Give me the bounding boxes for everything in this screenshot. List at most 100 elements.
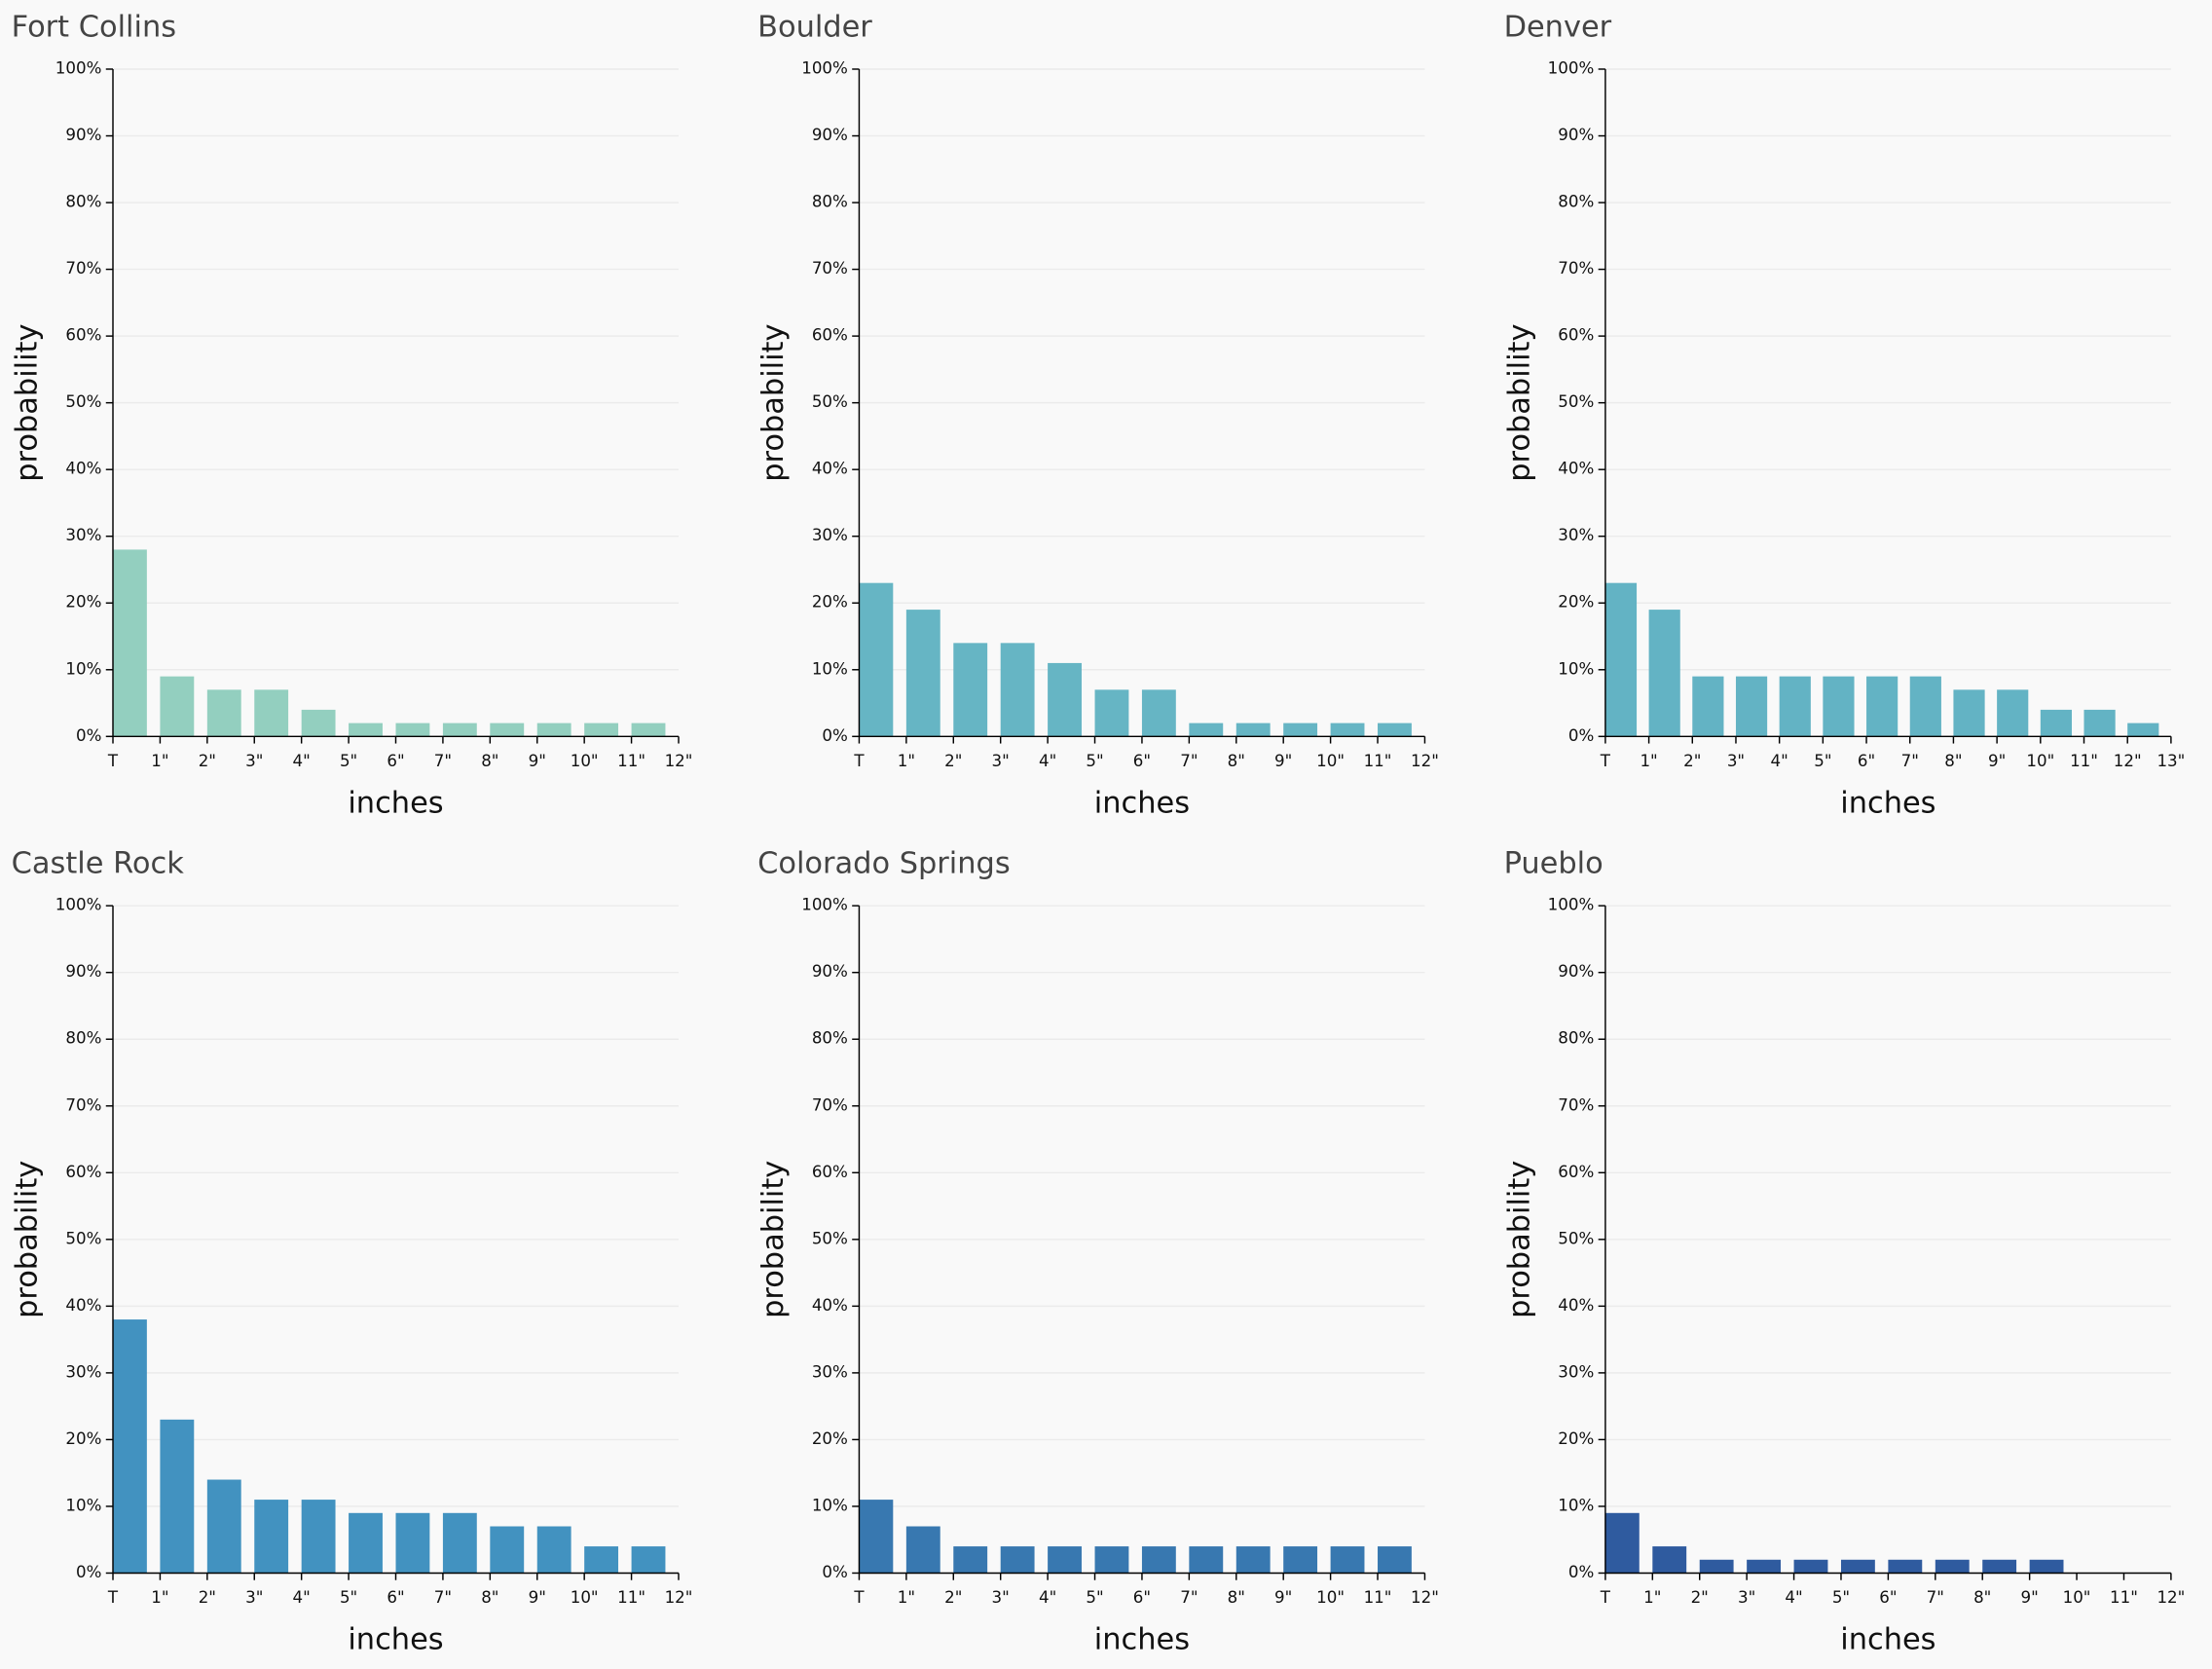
x-tick-label: 10" <box>571 1588 599 1607</box>
x-tick-label: T <box>107 1588 119 1607</box>
bar <box>859 1500 894 1574</box>
y-tick-label: 30% <box>65 1362 101 1381</box>
x-tick-label: 13" <box>2157 752 2185 770</box>
bar <box>1692 676 1724 737</box>
y-tick-label: 50% <box>65 392 101 411</box>
y-tick-label: 20% <box>812 1429 848 1448</box>
x-tick-label: 4" <box>1771 752 1788 770</box>
x-tick-label: 8" <box>481 1588 498 1607</box>
x-tick-label: T <box>1600 1588 1611 1607</box>
bar <box>1378 723 1412 737</box>
x-tick-label: 11" <box>1364 1588 1392 1607</box>
bar <box>1747 1559 1782 1574</box>
x-tick-label: 7" <box>434 752 452 770</box>
x-tick-label: 11" <box>1364 752 1392 770</box>
bar <box>301 709 336 737</box>
bar <box>1283 723 1318 737</box>
y-axis-label: probability <box>1502 1161 1536 1318</box>
bar <box>536 723 571 737</box>
y-tick-label: 0% <box>1568 726 1594 745</box>
x-tick-label: 8" <box>1228 1588 1245 1607</box>
x-tick-label: 5" <box>1832 1588 1850 1607</box>
bar <box>905 1526 940 1574</box>
bar <box>1735 676 1768 737</box>
y-tick-label: 50% <box>65 1229 101 1247</box>
y-tick-label: 50% <box>812 1229 848 1247</box>
x-tick-label: 4" <box>293 752 311 770</box>
x-tick-label: 10" <box>1316 1588 1345 1607</box>
bar <box>113 549 147 737</box>
bar <box>206 689 241 737</box>
x-tick-label: 6" <box>387 1588 404 1607</box>
x-tick-label: 1" <box>151 1588 168 1607</box>
bar <box>1141 689 1176 737</box>
x-tick-label: 9" <box>1988 752 2006 770</box>
x-tick-label: 11" <box>2070 752 2098 770</box>
y-tick-label: 0% <box>76 726 101 745</box>
chart-title: Boulder <box>757 10 872 44</box>
bar <box>953 1546 988 1574</box>
y-tick-label: 30% <box>812 526 848 544</box>
bar <box>395 1512 430 1574</box>
x-tick-label: 6" <box>1879 1588 1897 1607</box>
bar <box>1648 610 1680 737</box>
y-tick-label: 40% <box>1558 460 1594 478</box>
x-tick-label: 5" <box>340 1588 357 1607</box>
x-tick-label: 12" <box>665 1588 693 1607</box>
y-tick-label: 30% <box>1558 526 1594 544</box>
y-tick-label: 90% <box>65 962 101 981</box>
bar <box>631 1546 666 1574</box>
x-tick-label: 7" <box>434 1588 452 1607</box>
x-tick-label: 5" <box>1086 752 1103 770</box>
x-tick-label: 12" <box>2157 1588 2185 1607</box>
x-tick-label: T <box>1600 752 1611 770</box>
bar <box>395 723 430 737</box>
y-tick-label: 100% <box>801 58 848 77</box>
x-tick-label: 10" <box>2063 1588 2091 1607</box>
y-tick-label: 10% <box>812 1496 848 1514</box>
y-tick-label: 10% <box>812 659 848 678</box>
x-tick-label: 4" <box>1785 1588 1802 1607</box>
y-tick-label: 80% <box>65 1029 101 1048</box>
x-tick-label: T <box>853 1588 865 1607</box>
bar <box>442 1512 477 1574</box>
x-tick-label: 10" <box>1316 752 1345 770</box>
y-tick-label: 60% <box>65 1163 101 1181</box>
x-tick-label: 3" <box>992 1588 1010 1607</box>
y-tick-label: 10% <box>1558 659 1594 678</box>
x-tick-label: 2" <box>944 1588 962 1607</box>
chart-panel: Colorado Springs 0% 10% 20% 30% 40% 50% 60% 70% 8… <box>756 847 1439 1657</box>
y-tick-label: 60% <box>812 1163 848 1181</box>
bar <box>2083 709 2116 737</box>
x-tick-label: 2" <box>1691 1588 1709 1607</box>
bar <box>1283 1546 1318 1574</box>
y-tick-label: 80% <box>1558 1029 1594 1048</box>
x-tick-label: 12" <box>665 752 693 770</box>
y-tick-label: 0% <box>1568 1563 1594 1581</box>
bar <box>1982 1559 2017 1574</box>
y-axis-label: probability <box>756 324 791 482</box>
y-tick-label: 70% <box>65 1095 101 1114</box>
y-axis-label: probability <box>11 324 45 482</box>
chart-title: Pueblo <box>1504 847 1604 881</box>
y-tick-label: 90% <box>1558 126 1594 144</box>
bar <box>1141 1546 1176 1574</box>
x-tick-label: 9" <box>529 1588 546 1607</box>
y-tick-label: 10% <box>1558 1496 1594 1514</box>
y-tick-label: 70% <box>812 1095 848 1114</box>
x-tick-label: 6" <box>387 752 404 770</box>
bar <box>1000 643 1035 737</box>
bar <box>254 689 289 737</box>
x-tick-label: 7" <box>1180 752 1198 770</box>
y-tick-label: 40% <box>812 460 848 478</box>
x-tick-label: 8" <box>481 752 498 770</box>
x-tick-label: 1" <box>898 752 915 770</box>
bar <box>953 643 988 737</box>
x-tick-label: T <box>853 752 865 770</box>
x-tick-label: 8" <box>1944 752 1962 770</box>
bar <box>160 676 195 737</box>
y-tick-label: 40% <box>65 460 101 478</box>
bar <box>859 582 894 737</box>
bar <box>2040 709 2072 737</box>
